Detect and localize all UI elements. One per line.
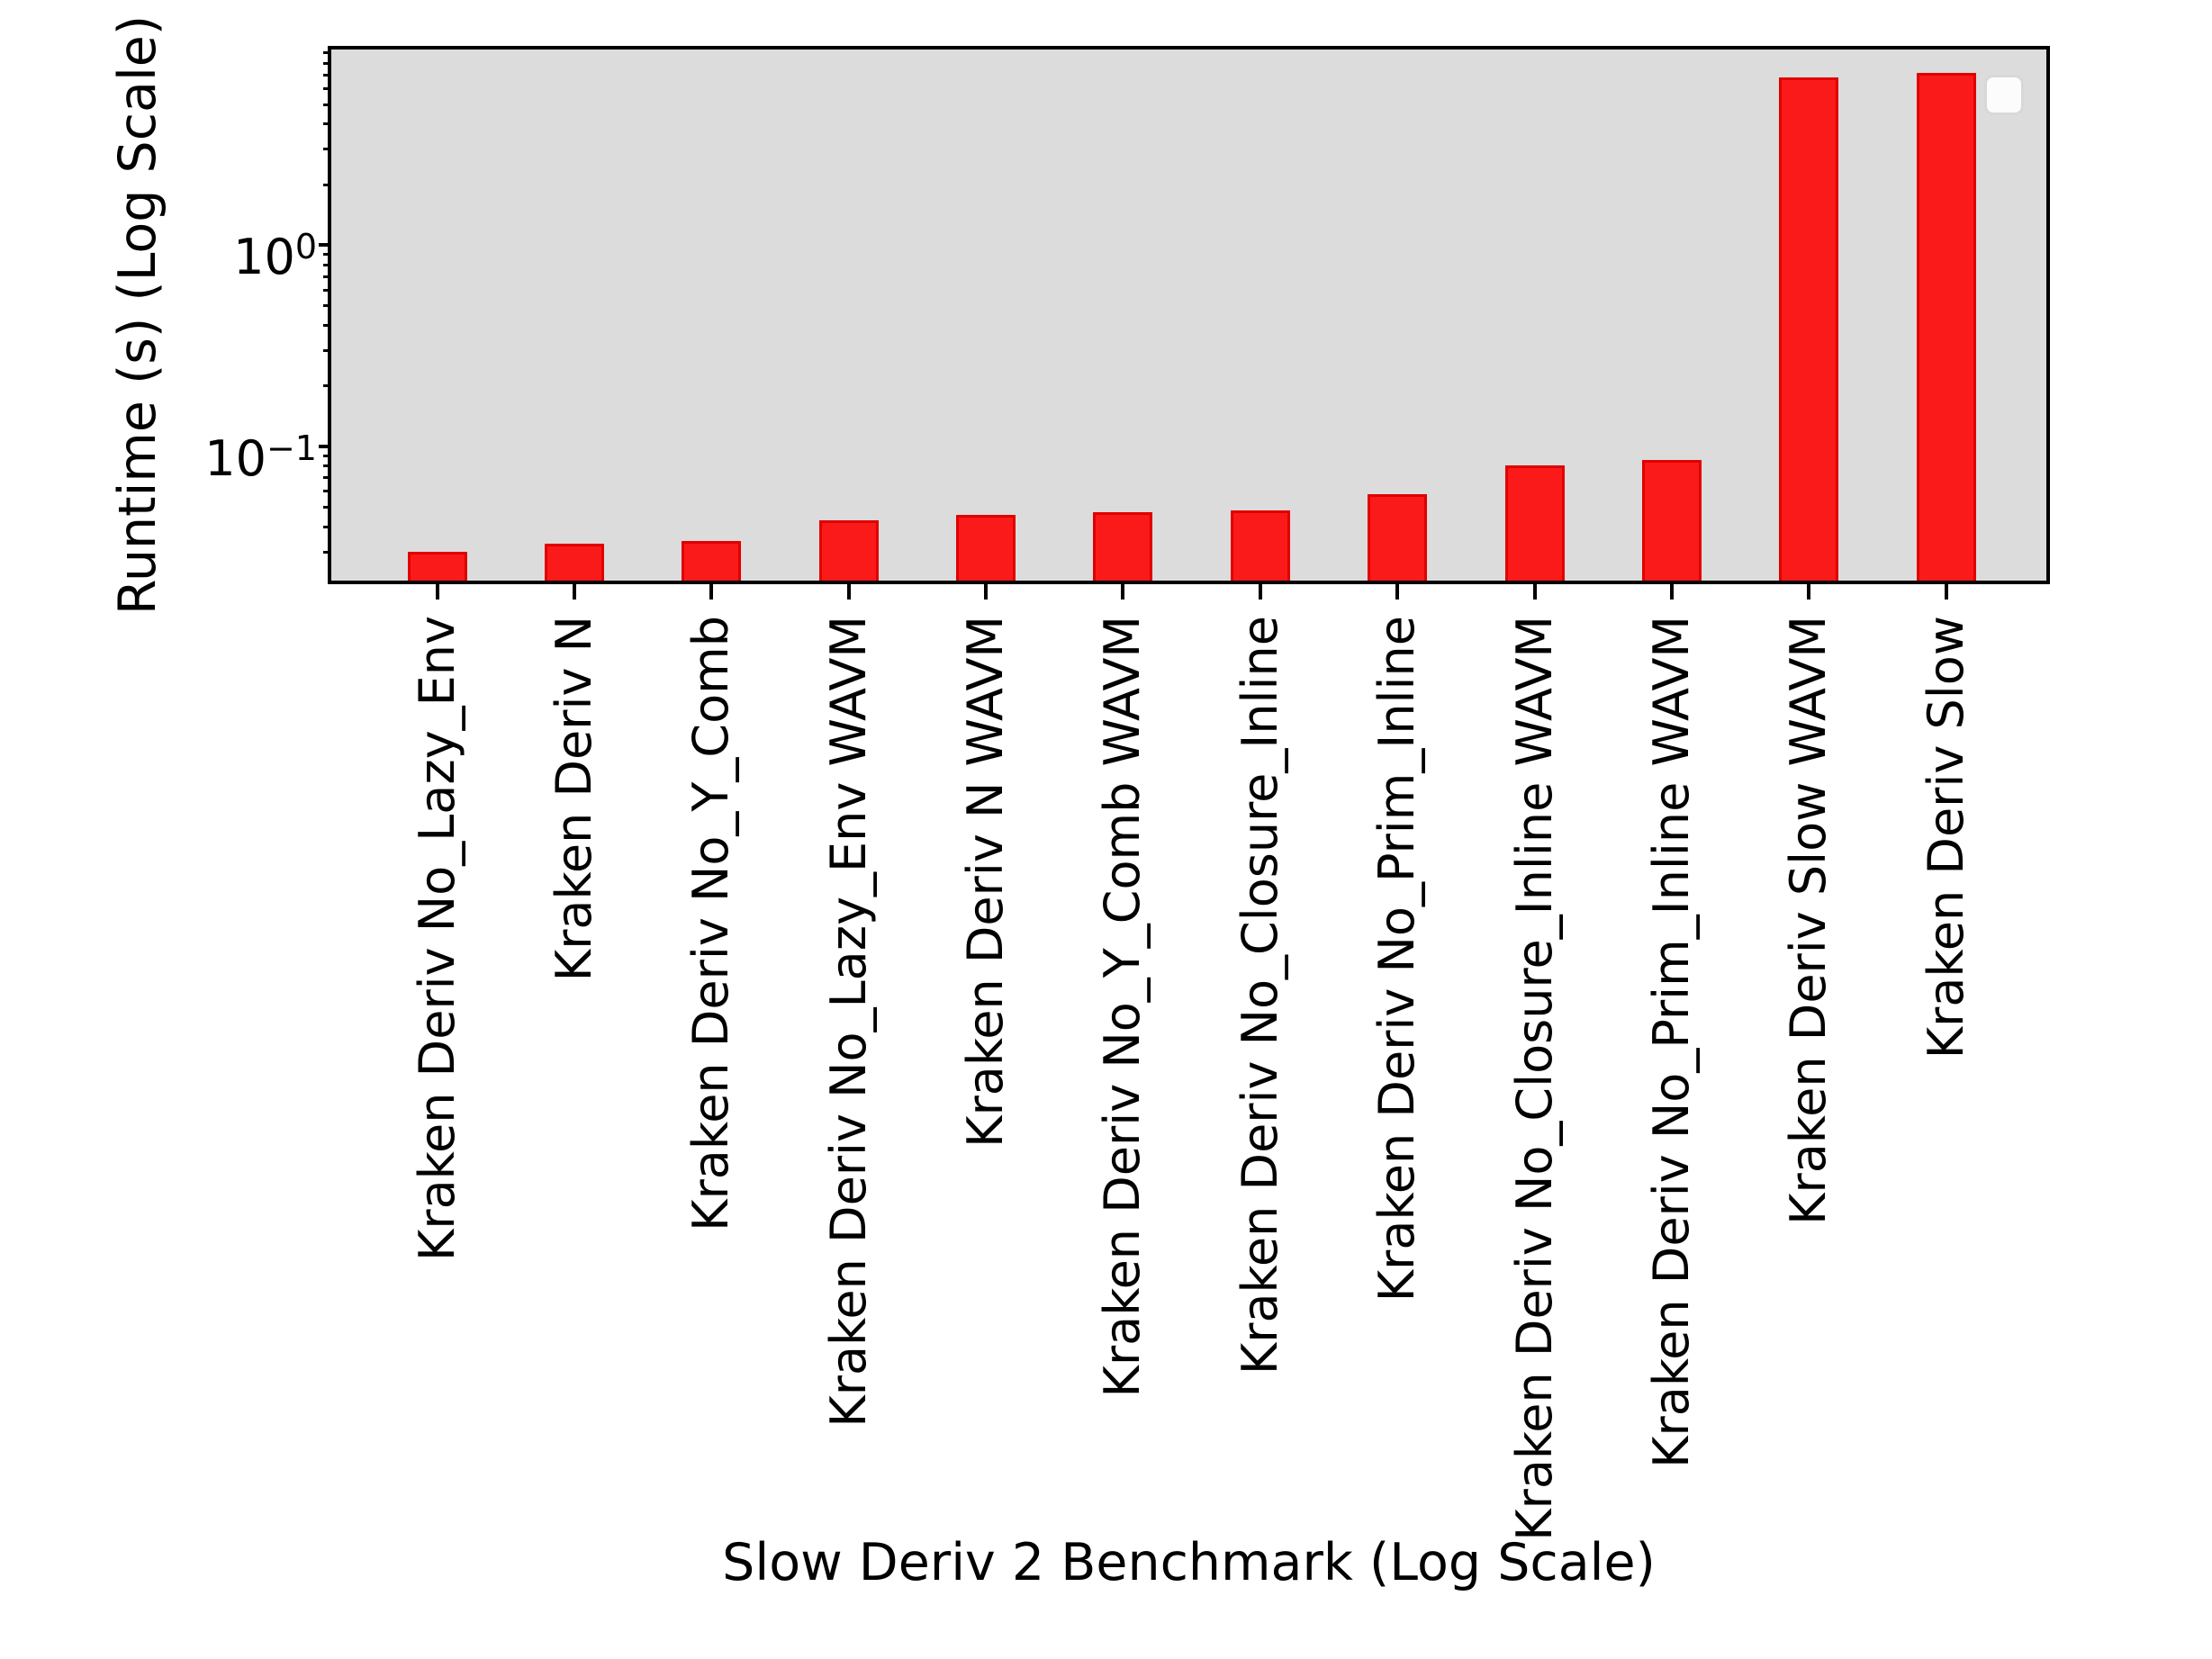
- y-tick-minor: [323, 348, 331, 352]
- bar: [682, 541, 742, 581]
- y-tick-minor: [323, 183, 331, 186]
- x-tick-label: Kraken Deriv Slow: [1917, 616, 1974, 1059]
- x-tick: [1807, 583, 1811, 600]
- x-tick: [1669, 583, 1674, 600]
- x-tick: [1532, 583, 1537, 600]
- axis-spine-right: [2046, 46, 2050, 584]
- bar: [1641, 460, 1702, 581]
- x-tick: [984, 583, 989, 600]
- bar: [1779, 77, 1839, 581]
- axis-spine-left: [328, 46, 331, 584]
- x-tick-label: Kraken Deriv N: [546, 616, 603, 982]
- legend-box: [1984, 75, 2024, 115]
- x-tick: [573, 583, 577, 600]
- x-tick-label: Kraken Deriv No_Prim_Inline WAVM: [1642, 616, 1700, 1468]
- x-tick: [1944, 583, 1948, 600]
- y-tick-minor: [323, 148, 331, 151]
- plot-area: [331, 50, 2046, 581]
- y-tick-minor: [323, 454, 331, 457]
- x-tick-label: Kraken Deriv No_Y_Comb: [682, 616, 740, 1231]
- y-tick-minor: [323, 73, 331, 77]
- y-tick-minor: [323, 384, 331, 388]
- x-tick-label: Kraken Deriv No_Lazy_Env: [408, 616, 465, 1262]
- y-tick-minor: [323, 61, 331, 65]
- bar: [1368, 494, 1428, 581]
- x-tick: [846, 583, 851, 600]
- x-tick-label: Kraken Deriv No_Prim_Inline: [1368, 616, 1426, 1303]
- y-tick-minor: [323, 288, 331, 292]
- x-tick: [435, 583, 439, 600]
- x-axis-label: Slow Deriv 2 Benchmark (Log Scale): [722, 1533, 1656, 1592]
- y-tick-minor: [323, 263, 331, 266]
- bar: [545, 544, 605, 581]
- x-tick: [1121, 583, 1125, 600]
- y-tick-minor: [323, 464, 331, 468]
- x-tick: [1258, 583, 1262, 600]
- x-tick-label: Kraken Deriv No_Closure_Inline: [1231, 616, 1288, 1375]
- y-tick-minor: [323, 253, 331, 257]
- y-tick-minor: [323, 476, 331, 480]
- axis-spine-bottom: [328, 581, 2050, 584]
- y-tick-minor: [323, 51, 331, 55]
- y-tick-label: 100: [233, 227, 317, 286]
- y-tick-minor: [323, 490, 331, 493]
- axis-spine-top: [328, 46, 2050, 50]
- x-tick: [709, 583, 714, 600]
- x-tick-label: Kraken Deriv No_Lazy_Env WAVM: [819, 616, 877, 1428]
- x-tick-label: Kraken Deriv N WAVM: [957, 616, 1015, 1148]
- bar: [1916, 73, 1976, 581]
- bar: [1504, 465, 1565, 581]
- x-tick-label: Kraken Deriv Slow WAVM: [1780, 616, 1837, 1225]
- x-tick-label: Kraken Deriv No_Y_Comb WAVM: [1094, 616, 1151, 1398]
- y-tick-minor: [323, 525, 331, 528]
- y-tick-minor: [323, 550, 331, 554]
- y-tick-minor: [323, 323, 331, 327]
- bar: [1093, 512, 1153, 581]
- bar: [1230, 510, 1290, 581]
- bar: [818, 520, 879, 581]
- y-tick-minor: [323, 275, 331, 278]
- y-tick-minor: [323, 103, 331, 106]
- y-tick-minor: [323, 122, 331, 126]
- y-tick-major: [319, 243, 331, 248]
- y-tick-major: [319, 445, 331, 449]
- x-tick-label: Kraken Deriv No_Closure_Inline WAVM: [1505, 616, 1563, 1541]
- y-axis-label: Runtime (s) (Log Scale): [108, 14, 167, 616]
- bar: [407, 552, 467, 581]
- y-tick-minor: [323, 505, 331, 509]
- x-tick: [1395, 583, 1400, 600]
- y-tick-minor: [323, 86, 331, 90]
- bar: [956, 515, 1016, 581]
- y-tick-label: 10−1: [204, 428, 317, 488]
- y-tick-minor: [323, 304, 331, 308]
